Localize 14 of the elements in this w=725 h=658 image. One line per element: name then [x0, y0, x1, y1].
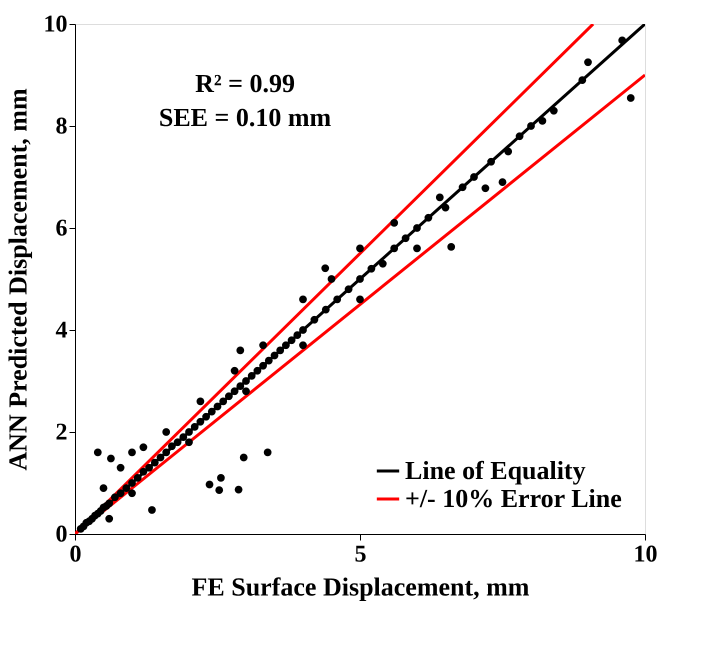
- y-tick-label: 6: [56, 216, 68, 242]
- y-tick-label: 0: [56, 522, 68, 548]
- annotation: R² = 0.99: [195, 69, 295, 98]
- y-tick-label: 4: [56, 318, 68, 344]
- x-tick-label: 5: [354, 542, 366, 568]
- y-tick-label: 10: [44, 12, 68, 38]
- legend-label: Line of Equality: [405, 456, 586, 485]
- y-tick-label: 8: [56, 114, 68, 140]
- y-tick-label: 2: [56, 420, 68, 446]
- legend-label: +/- 10% Error Line: [405, 484, 622, 513]
- x-tick-label: 10: [634, 542, 658, 568]
- annotation: SEE = 0.10 mm: [158, 103, 332, 132]
- y-axis-title: ANN Predicted Displacement, mm: [4, 88, 32, 471]
- x-axis-title: FE Surface Displacement, mm: [192, 572, 530, 602]
